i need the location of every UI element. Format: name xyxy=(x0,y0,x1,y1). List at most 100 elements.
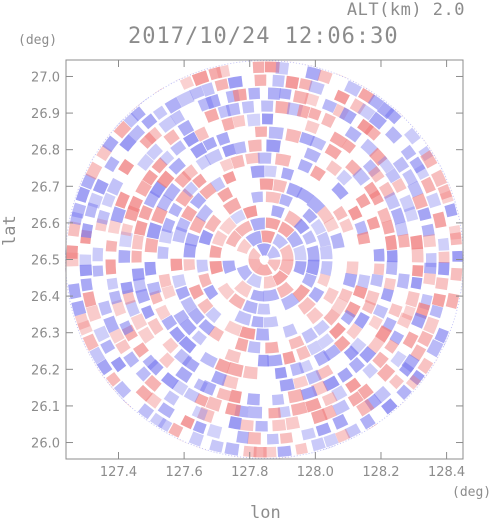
radar-cell xyxy=(275,367,287,379)
radar-cell xyxy=(280,432,293,443)
radar-cell xyxy=(245,153,260,165)
radar-cell xyxy=(243,366,258,379)
radar-cell xyxy=(398,234,410,248)
radar-cell xyxy=(105,260,116,275)
y-tick-label: 26.6 xyxy=(31,217,60,232)
radar-cell xyxy=(439,252,450,264)
radar-cell xyxy=(266,192,281,204)
radar-cell xyxy=(267,434,279,445)
radar-cell xyxy=(93,266,104,277)
radar-cell xyxy=(106,240,118,252)
radar-cell xyxy=(268,408,281,419)
radar-cell xyxy=(374,249,385,262)
radar-cell xyxy=(242,101,254,114)
x-tick-label: 127.4 xyxy=(100,465,137,480)
radar-cell xyxy=(385,235,397,250)
y-tick-label: 26.5 xyxy=(31,254,60,269)
radar-cell xyxy=(295,443,308,455)
radar-cell xyxy=(374,264,385,276)
radar-cell xyxy=(387,250,398,262)
radar-cell xyxy=(248,341,261,354)
radar-cell xyxy=(426,253,437,267)
radar-cell xyxy=(268,88,281,100)
radar-cell xyxy=(450,232,462,245)
radar-cell xyxy=(258,355,269,367)
x-tick-label: 128.4 xyxy=(428,465,465,480)
radar-cell xyxy=(386,261,398,275)
radar-cell xyxy=(256,328,269,340)
radar-cell xyxy=(397,273,410,289)
radar-cell xyxy=(411,277,423,290)
radar-cell xyxy=(438,262,450,275)
radar-cell xyxy=(80,265,93,277)
radar-cell xyxy=(423,273,436,285)
radar-cell xyxy=(81,278,93,291)
radar-cell xyxy=(307,245,320,261)
radar-cell xyxy=(258,152,272,163)
radar-cell xyxy=(247,406,262,419)
radar-cell xyxy=(261,100,273,111)
radar-cell xyxy=(251,192,263,204)
radar-cell xyxy=(248,88,260,100)
radar-cell xyxy=(269,127,284,140)
x-tick-label: 128.0 xyxy=(297,465,334,480)
radar-cell xyxy=(410,235,423,250)
radar-cell xyxy=(240,419,254,431)
radar-cell xyxy=(279,88,292,99)
y-tick-label: 27.0 xyxy=(31,70,60,85)
radar-cell xyxy=(255,421,267,432)
radar-cell xyxy=(251,316,263,328)
y-tick-label: 26.8 xyxy=(31,144,60,159)
y-tick-label: 26.3 xyxy=(31,327,60,342)
radar-cell xyxy=(438,238,449,251)
radar-cell xyxy=(248,140,262,153)
radar-cell xyxy=(197,260,209,273)
radar-cell xyxy=(131,251,141,263)
radar-cell xyxy=(254,74,266,86)
radar-cell xyxy=(158,246,169,259)
radar-cell xyxy=(320,245,333,259)
radar-cell xyxy=(183,259,195,271)
x-tick-label: 127.6 xyxy=(166,465,203,480)
radar-cell xyxy=(236,431,249,444)
radar-cell xyxy=(267,354,282,366)
radar-cell xyxy=(276,62,290,75)
doppler-field xyxy=(65,59,465,460)
radar-cell xyxy=(247,114,260,127)
radar-cell xyxy=(260,178,274,190)
radar-cell xyxy=(224,442,239,456)
radar-cell xyxy=(247,432,261,445)
radar-cell xyxy=(320,261,332,276)
radar-cell xyxy=(412,265,424,277)
radar-cell xyxy=(132,268,145,281)
radar-cell xyxy=(285,76,299,90)
radar-cell xyxy=(412,248,424,263)
y-tick-label: 26.1 xyxy=(31,400,60,415)
radar-cell xyxy=(132,234,144,249)
radar-cell xyxy=(145,262,157,276)
x-tick-label: 128.2 xyxy=(362,465,399,480)
radar-cell xyxy=(423,234,436,247)
radar-cell xyxy=(81,223,93,238)
radar-cell xyxy=(80,254,92,265)
y-tick-label: 26.4 xyxy=(31,290,60,305)
radar-cell xyxy=(92,248,103,262)
radar-cell xyxy=(286,416,301,430)
radar-cell xyxy=(67,245,79,259)
radar-cell xyxy=(253,62,265,74)
radar-cell xyxy=(277,446,291,457)
radar-cell xyxy=(346,261,359,275)
radar-cell xyxy=(265,342,279,354)
radar-cell xyxy=(68,283,81,299)
radar-cell xyxy=(435,277,448,290)
y-tick-label: 26.9 xyxy=(31,107,60,122)
y-tick-label: 26.7 xyxy=(31,180,60,195)
radar-cell xyxy=(266,140,281,153)
y-tick-label: 26.0 xyxy=(31,437,60,452)
x-tick-label: 127.8 xyxy=(231,465,268,480)
y-tick-label: 26.2 xyxy=(31,363,60,378)
radar-cell xyxy=(170,259,182,271)
radar-cell xyxy=(228,76,243,89)
radar-cell xyxy=(107,278,119,290)
